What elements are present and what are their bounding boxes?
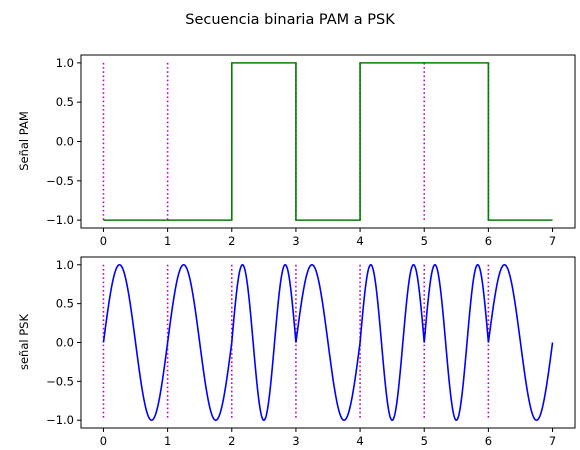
pam-y-tick-label: −1.0 [46,213,74,227]
pam-x-tick-label: 5 [421,234,428,248]
pam-x-tick-label: 0 [100,234,107,248]
psk-y-tick-label: −1.0 [46,413,74,427]
psk-x-tick-label: 5 [421,434,428,448]
psk-y-tick-label: 0.0 [56,336,74,350]
pam-x-tick-label: 1 [164,234,171,248]
pam-x-tick-label: 4 [356,234,363,248]
psk-signal-line [102,263,554,422]
psk-chart: señal PSK 0 1 2 3 4 5 6 7 1.0 0.5 0.0 −0.5 −1.0 [17,256,576,448]
psk-y-tick-label: −0.5 [46,374,74,388]
psk-x-tick-label: 3 [292,434,299,448]
psk-ylabel: señal PSK [17,314,31,370]
pam-x-tick-label: 2 [228,234,235,248]
pam-x-tick-label: 3 [292,234,299,248]
psk-x-tick-label: 6 [485,434,492,448]
figure-title: Secuencia binaria PAM a PSK [185,12,395,28]
psk-y-tick-label: 1.0 [56,258,74,272]
pam-signal-line [103,62,553,221]
pam-x-tick-label: 7 [549,234,556,248]
psk-x-tick-label: 4 [356,434,363,448]
pam-x-tick-label: 6 [485,234,492,248]
pam-chart: Señal PAM 0 1 2 3 4 5 6 7 1.0 0.5 0.0 −0.5 −1.0 [17,54,576,248]
psk-x-tick-label: 1 [164,434,171,448]
pam-y-tick-label: −0.5 [46,174,74,188]
psk-y-tick-label: 0.5 [56,297,74,311]
pam-plot-frame [80,54,576,229]
psk-x-tick-label: 0 [100,434,107,448]
pam-ylabel: Señal PAM [17,111,31,171]
pam-y-tick-label: 0.5 [56,95,74,109]
pam-y-tick-label: 1.0 [56,56,74,70]
psk-x-tick-label: 2 [228,434,235,448]
psk-x-tick-label: 7 [549,434,556,448]
pam-y-tick-label: 0.0 [56,135,74,149]
